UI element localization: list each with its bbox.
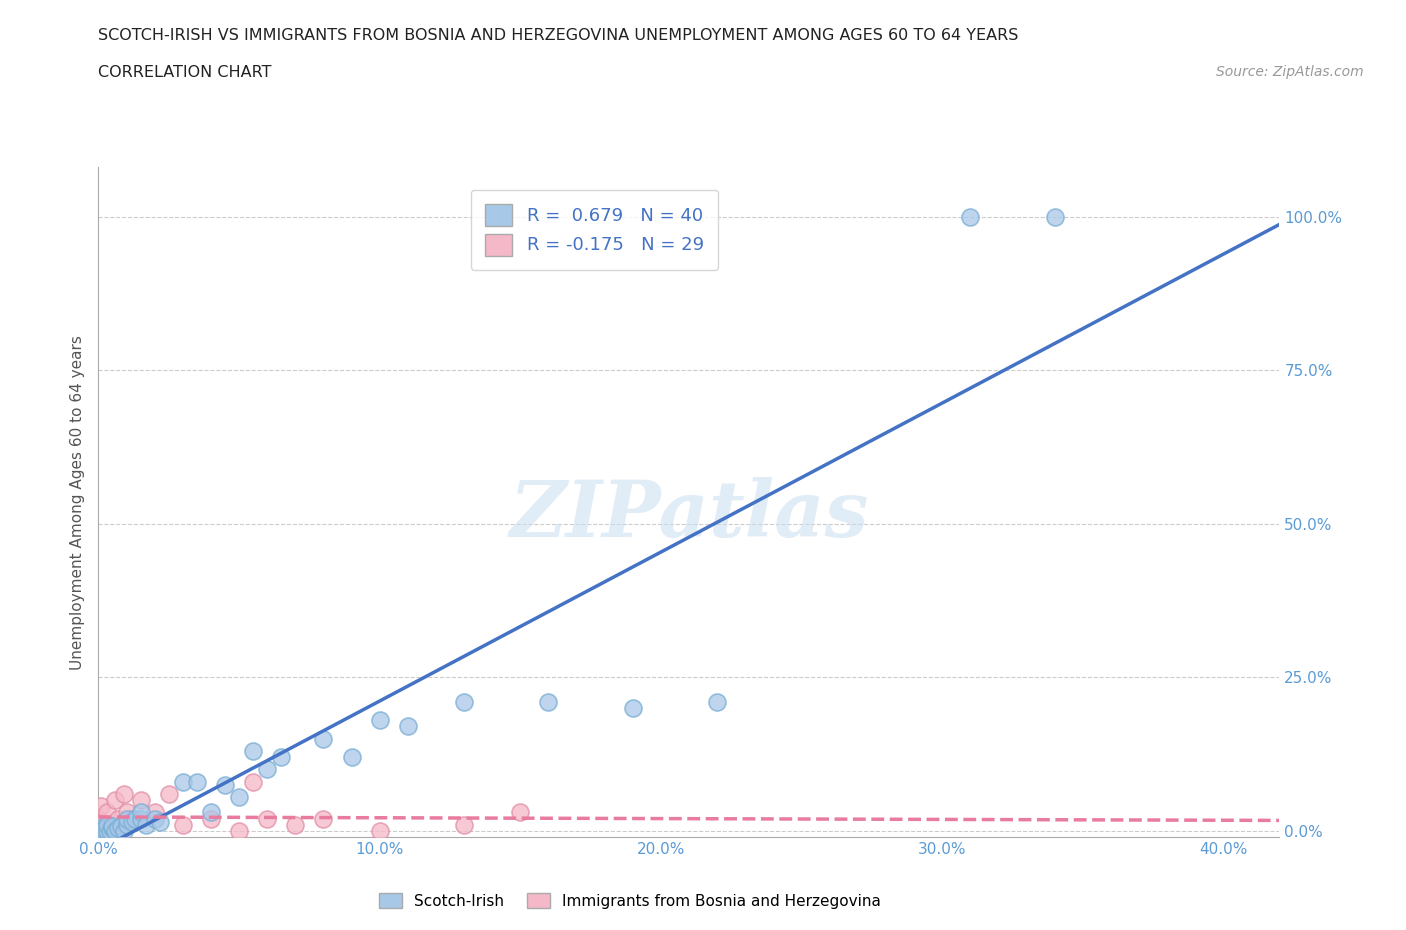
Point <box>115 817 138 832</box>
Point <box>368 712 391 727</box>
Point <box>284 817 307 832</box>
Point <box>121 814 143 829</box>
Point <box>200 805 222 820</box>
Point <box>228 790 250 804</box>
Point <box>959 209 981 224</box>
Point <box>101 818 124 833</box>
Point <box>157 787 180 802</box>
Point <box>256 811 278 826</box>
Point <box>98 823 121 838</box>
Point <box>270 750 292 764</box>
Point <box>124 811 146 826</box>
Point <box>112 823 135 838</box>
Text: CORRELATION CHART: CORRELATION CHART <box>98 65 271 80</box>
Point <box>129 805 152 820</box>
Point <box>115 811 138 826</box>
Point <box>509 805 531 820</box>
Point <box>312 731 335 746</box>
Point <box>200 811 222 826</box>
Point <box>453 695 475 710</box>
Point <box>96 823 118 838</box>
Point <box>312 811 335 826</box>
Point <box>121 811 143 826</box>
Point <box>143 805 166 820</box>
Point <box>87 820 110 835</box>
Point <box>96 817 118 832</box>
Point <box>101 823 124 838</box>
Point <box>104 823 127 838</box>
Point <box>537 695 560 710</box>
Point <box>115 805 138 820</box>
Point <box>90 823 112 838</box>
Point <box>96 805 118 820</box>
Point <box>112 787 135 802</box>
Text: ZIPatlas: ZIPatlas <box>509 477 869 554</box>
Point <box>115 817 138 832</box>
Point <box>256 762 278 777</box>
Point <box>129 811 152 826</box>
Text: SCOTCH-IRISH VS IMMIGRANTS FROM BOSNIA AND HERZEGOVINA UNEMPLOYMENT AMONG AGES 6: SCOTCH-IRISH VS IMMIGRANTS FROM BOSNIA A… <box>98 28 1019 43</box>
Point <box>135 817 157 832</box>
Point <box>110 818 132 833</box>
Point <box>104 792 127 807</box>
Point <box>101 820 124 835</box>
Point <box>93 821 115 836</box>
Point <box>228 823 250 838</box>
Legend: Scotch-Irish, Immigrants from Bosnia and Herzegovina: Scotch-Irish, Immigrants from Bosnia and… <box>371 885 889 916</box>
Point <box>172 817 194 832</box>
Point <box>129 792 152 807</box>
Point <box>396 719 419 734</box>
Point <box>90 799 112 814</box>
Point <box>107 811 129 826</box>
Point <box>340 750 363 764</box>
Y-axis label: Unemployment Among Ages 60 to 64 years: Unemployment Among Ages 60 to 64 years <box>69 335 84 670</box>
Point <box>87 817 110 832</box>
Point <box>242 775 264 790</box>
Point <box>621 700 644 715</box>
Point <box>143 811 166 826</box>
Point <box>1043 209 1066 224</box>
Point <box>93 823 115 838</box>
Text: Source: ZipAtlas.com: Source: ZipAtlas.com <box>1216 65 1364 79</box>
Point <box>87 820 110 835</box>
Point <box>107 820 129 835</box>
Point <box>242 744 264 759</box>
Point <box>98 817 121 832</box>
Point <box>87 811 110 826</box>
Point <box>706 695 728 710</box>
Point <box>87 823 110 838</box>
Point <box>110 823 132 838</box>
Point <box>87 823 110 838</box>
Point <box>186 775 208 790</box>
Point <box>453 817 475 832</box>
Point <box>368 823 391 838</box>
Point <box>172 775 194 790</box>
Point <box>214 777 236 792</box>
Point <box>149 814 172 829</box>
